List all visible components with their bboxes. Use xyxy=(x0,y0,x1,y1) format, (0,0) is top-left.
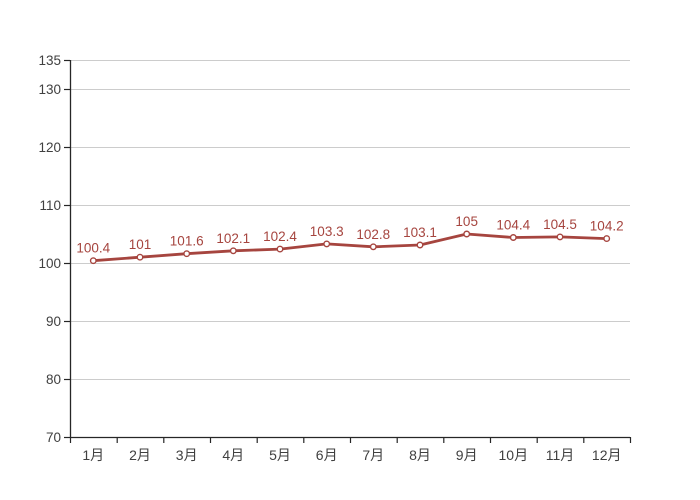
svg-text:4月: 4月 xyxy=(222,447,244,463)
svg-text:90: 90 xyxy=(46,314,61,329)
svg-text:105: 105 xyxy=(455,214,478,229)
svg-text:101.6: 101.6 xyxy=(170,234,204,249)
svg-text:110: 110 xyxy=(39,198,61,213)
svg-text:2月: 2月 xyxy=(129,447,151,463)
svg-text:7月: 7月 xyxy=(362,447,384,463)
svg-text:104.2: 104.2 xyxy=(590,219,624,234)
svg-text:6月: 6月 xyxy=(316,447,338,463)
svg-text:103.1: 103.1 xyxy=(403,225,437,240)
svg-text:80: 80 xyxy=(46,372,61,387)
svg-text:135: 135 xyxy=(38,53,61,68)
svg-text:102.4: 102.4 xyxy=(263,229,297,244)
svg-text:11月: 11月 xyxy=(546,447,575,463)
svg-text:70: 70 xyxy=(46,430,61,445)
svg-text:9月: 9月 xyxy=(456,447,478,463)
svg-text:10月: 10月 xyxy=(499,447,529,463)
svg-text:3月: 3月 xyxy=(176,447,198,463)
svg-text:5月: 5月 xyxy=(269,447,291,463)
svg-text:102.1: 102.1 xyxy=(216,231,250,246)
svg-text:103.3: 103.3 xyxy=(310,224,344,239)
svg-text:1月: 1月 xyxy=(82,447,104,463)
svg-text:104.5: 104.5 xyxy=(543,217,577,232)
svg-text:100.4: 100.4 xyxy=(76,241,110,256)
svg-text:8月: 8月 xyxy=(409,447,431,463)
svg-text:120: 120 xyxy=(38,140,61,155)
svg-text:130: 130 xyxy=(38,82,61,97)
svg-text:102.8: 102.8 xyxy=(356,227,390,242)
svg-text:101: 101 xyxy=(129,237,152,252)
svg-text:12月: 12月 xyxy=(592,447,622,463)
svg-text:100: 100 xyxy=(38,256,61,271)
svg-text:104.4: 104.4 xyxy=(496,218,530,233)
